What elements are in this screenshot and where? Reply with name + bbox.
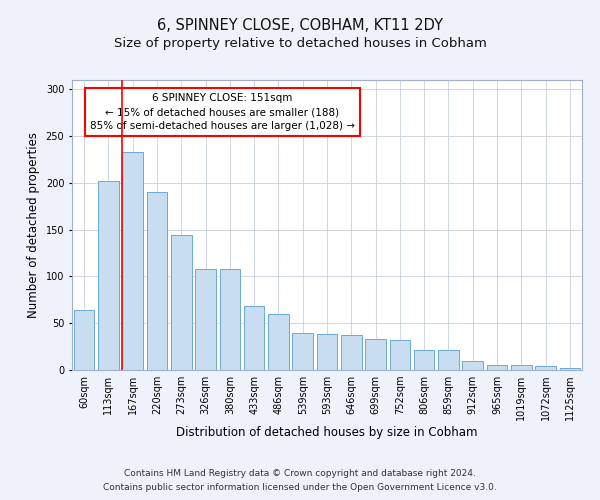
Bar <box>487 366 508 370</box>
Y-axis label: Number of detached properties: Number of detached properties <box>27 132 40 318</box>
Bar <box>268 314 289 370</box>
Bar <box>389 340 410 370</box>
Text: Contains HM Land Registry data © Crown copyright and database right 2024.: Contains HM Land Registry data © Crown c… <box>124 468 476 477</box>
Bar <box>560 368 580 370</box>
Text: Size of property relative to detached houses in Cobham: Size of property relative to detached ho… <box>113 38 487 51</box>
Bar <box>317 334 337 370</box>
Bar <box>74 310 94 370</box>
Bar <box>365 339 386 370</box>
Bar <box>535 366 556 370</box>
Text: 6 SPINNEY CLOSE: 151sqm
← 15% of detached houses are smaller (188)
85% of semi-d: 6 SPINNEY CLOSE: 151sqm ← 15% of detache… <box>90 93 355 131</box>
Bar <box>146 192 167 370</box>
Bar <box>292 332 313 370</box>
Bar <box>438 350 459 370</box>
Text: 6, SPINNEY CLOSE, COBHAM, KT11 2DY: 6, SPINNEY CLOSE, COBHAM, KT11 2DY <box>157 18 443 32</box>
X-axis label: Distribution of detached houses by size in Cobham: Distribution of detached houses by size … <box>176 426 478 439</box>
Bar <box>463 360 483 370</box>
Text: Contains public sector information licensed under the Open Government Licence v3: Contains public sector information licen… <box>103 484 497 492</box>
Bar <box>414 350 434 370</box>
Bar <box>98 181 119 370</box>
Bar <box>220 269 240 370</box>
Bar <box>341 336 362 370</box>
Bar <box>195 269 216 370</box>
Bar <box>244 306 265 370</box>
Bar <box>511 366 532 370</box>
Bar <box>171 236 191 370</box>
Bar <box>122 152 143 370</box>
